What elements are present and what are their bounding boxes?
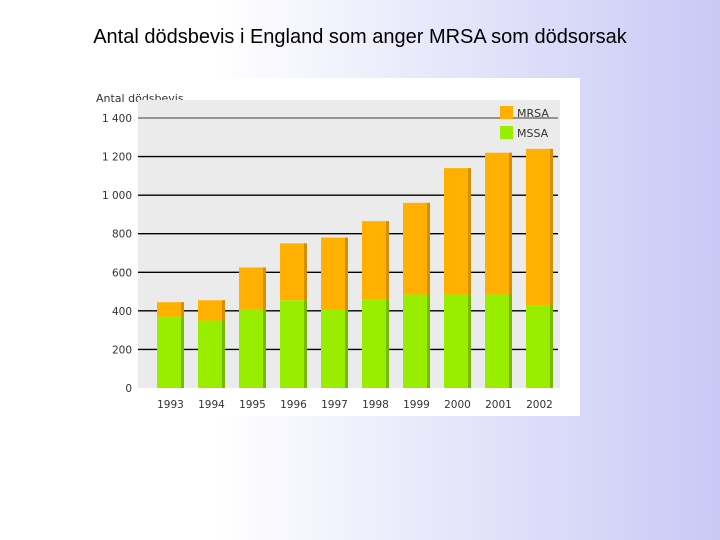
- bar-edge-mrsa-1995: [263, 267, 266, 309]
- bar-edge-mssa-1995: [263, 308, 266, 388]
- bar-edge-mrsa-1996: [304, 243, 307, 301]
- bar-edge-mrsa-2001: [509, 152, 512, 295]
- x-tick-label: 1994: [198, 399, 225, 411]
- y-tick-label: 200: [112, 344, 132, 356]
- bar-mssa-1997: [321, 309, 348, 388]
- x-tick-label: 1999: [403, 399, 430, 411]
- slide-title: Antal dödsbevis i England som anger MRSA…: [93, 26, 627, 48]
- bar-edge-mssa-2000: [468, 294, 471, 388]
- y-tick-label: 800: [112, 229, 132, 241]
- bar-mrsa-1995: [239, 267, 266, 309]
- chart-container: Antal dödsbevis 0 200 400 600 800 1 000 1 200 1…: [90, 78, 610, 416]
- bar-mrsa-2000: [444, 168, 471, 295]
- y-tick-label: 1 000: [102, 190, 132, 202]
- x-tick-label: 2002: [526, 399, 553, 411]
- bar-mssa-1996: [280, 300, 307, 388]
- legend-label-mrsa: MRSA: [517, 107, 549, 120]
- y-tick-label: 600: [112, 267, 132, 279]
- bar-edge-mrsa-1997: [345, 237, 348, 310]
- legend-label-mssa: MSSA: [517, 127, 549, 140]
- label-layer: 0 200 400 600 800 1 000 1 200 1 400 1993 1994 1995…: [102, 113, 553, 411]
- bar-mrsa-2001: [485, 152, 512, 295]
- bar-edge-mrsa-1994: [222, 300, 225, 321]
- x-tick-label: 2001: [485, 399, 512, 411]
- legend-swatch-mrsa: [500, 106, 513, 119]
- bar-edge-mssa-2001: [509, 294, 512, 388]
- bar-edge-mssa-1997: [345, 309, 348, 388]
- x-tick-label: 1998: [362, 399, 389, 411]
- bar-mrsa-1996: [280, 243, 307, 301]
- bar-mrsa-1993: [157, 302, 184, 317]
- y-tick-label: 400: [112, 306, 132, 318]
- bar-mrsa-1998: [362, 221, 389, 300]
- x-tick-label: 1996: [280, 399, 307, 411]
- bar-mssa-2000: [444, 294, 471, 388]
- bar-mrsa-1997: [321, 237, 348, 310]
- bar-mrsa-1999: [403, 202, 430, 295]
- bar-edge-mssa-2002: [550, 305, 553, 388]
- y-tick-label: 1 200: [102, 152, 132, 164]
- bar-edge-mssa-1996: [304, 300, 307, 388]
- bar-edge-mrsa-2002: [550, 148, 553, 306]
- bar-mssa-1998: [362, 299, 389, 388]
- bar-mrsa-2002: [526, 148, 553, 306]
- y-tick-label: 0: [125, 383, 132, 395]
- bar-mssa-1993: [157, 316, 184, 388]
- y-tick-label: 1 400: [102, 113, 132, 125]
- bar-mssa-1995: [239, 308, 266, 388]
- x-tick-label: 1995: [239, 399, 266, 411]
- bar-edge-mrsa-1999: [427, 202, 430, 295]
- bar-mrsa-1994: [198, 300, 225, 321]
- legend: MRSA MSSA: [500, 106, 549, 140]
- bar-edge-mssa-1998: [386, 299, 389, 388]
- bar-edge-mssa-1993: [181, 316, 184, 388]
- x-tick-label: 1993: [157, 399, 184, 411]
- bar-mssa-2002: [526, 305, 553, 388]
- bar-mssa-1999: [403, 294, 430, 388]
- bar-edge-mrsa-1993: [181, 302, 184, 317]
- legend-swatch-mssa: [500, 126, 513, 139]
- bar-layer: [157, 148, 553, 388]
- bar-mssa-2001: [485, 294, 512, 388]
- bar-edge-mssa-1994: [222, 320, 225, 388]
- bar-edge-mssa-1999: [427, 294, 430, 388]
- bar-mssa-1994: [198, 320, 225, 388]
- x-tick-label: 1997: [321, 399, 348, 411]
- bar-edge-mrsa-2000: [468, 168, 471, 295]
- bar-edge-mrsa-1998: [386, 221, 389, 300]
- x-tick-label: 2000: [444, 399, 471, 411]
